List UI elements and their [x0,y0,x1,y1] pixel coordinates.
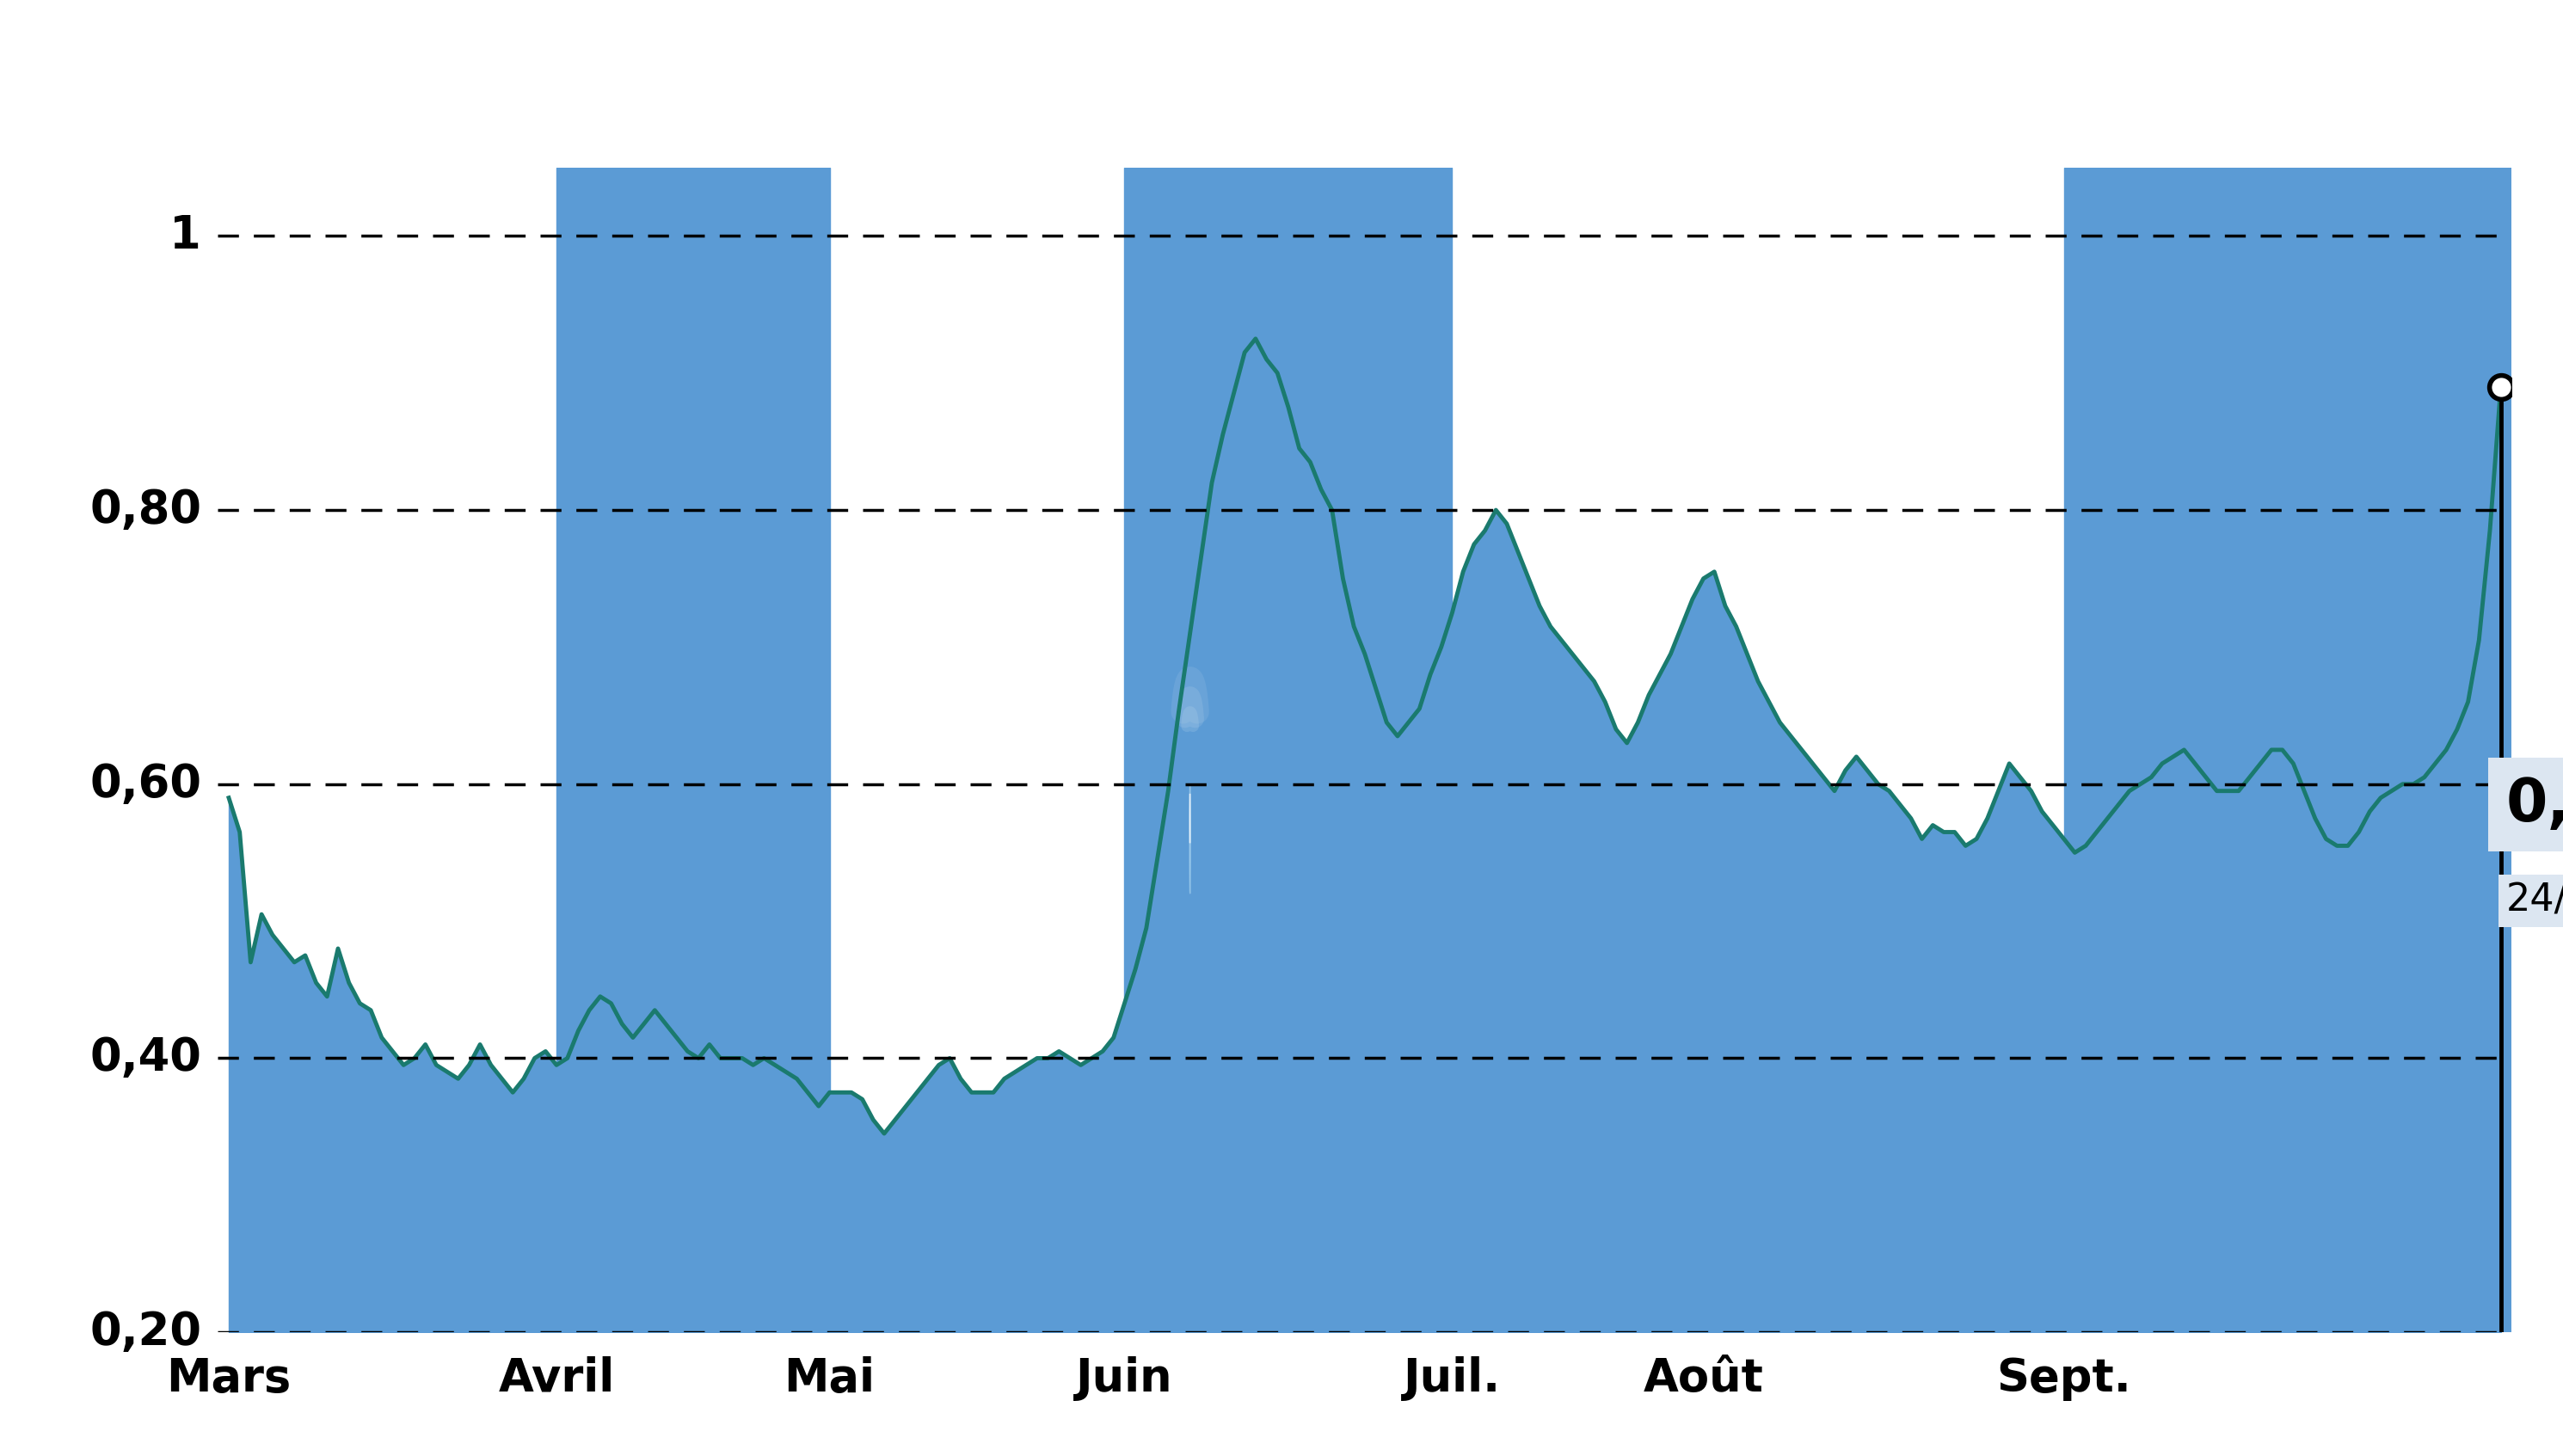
Bar [1125,167,1453,1332]
Text: 24/09: 24/09 [2507,882,2563,919]
Bar [556,167,830,1332]
Text: 0,80: 0,80 [90,488,202,533]
Text: 0,20: 0,20 [90,1310,202,1354]
Text: 0,89: 0,89 [2507,776,2563,833]
Text: 1: 1 [169,214,202,258]
Text: 0,60: 0,60 [90,761,202,807]
Bar [2063,167,2512,1332]
Text: 0,40: 0,40 [90,1035,202,1080]
Text: A2Z Smart Technologies Corp.: A2Z Smart Technologies Corp. [451,20,2112,118]
